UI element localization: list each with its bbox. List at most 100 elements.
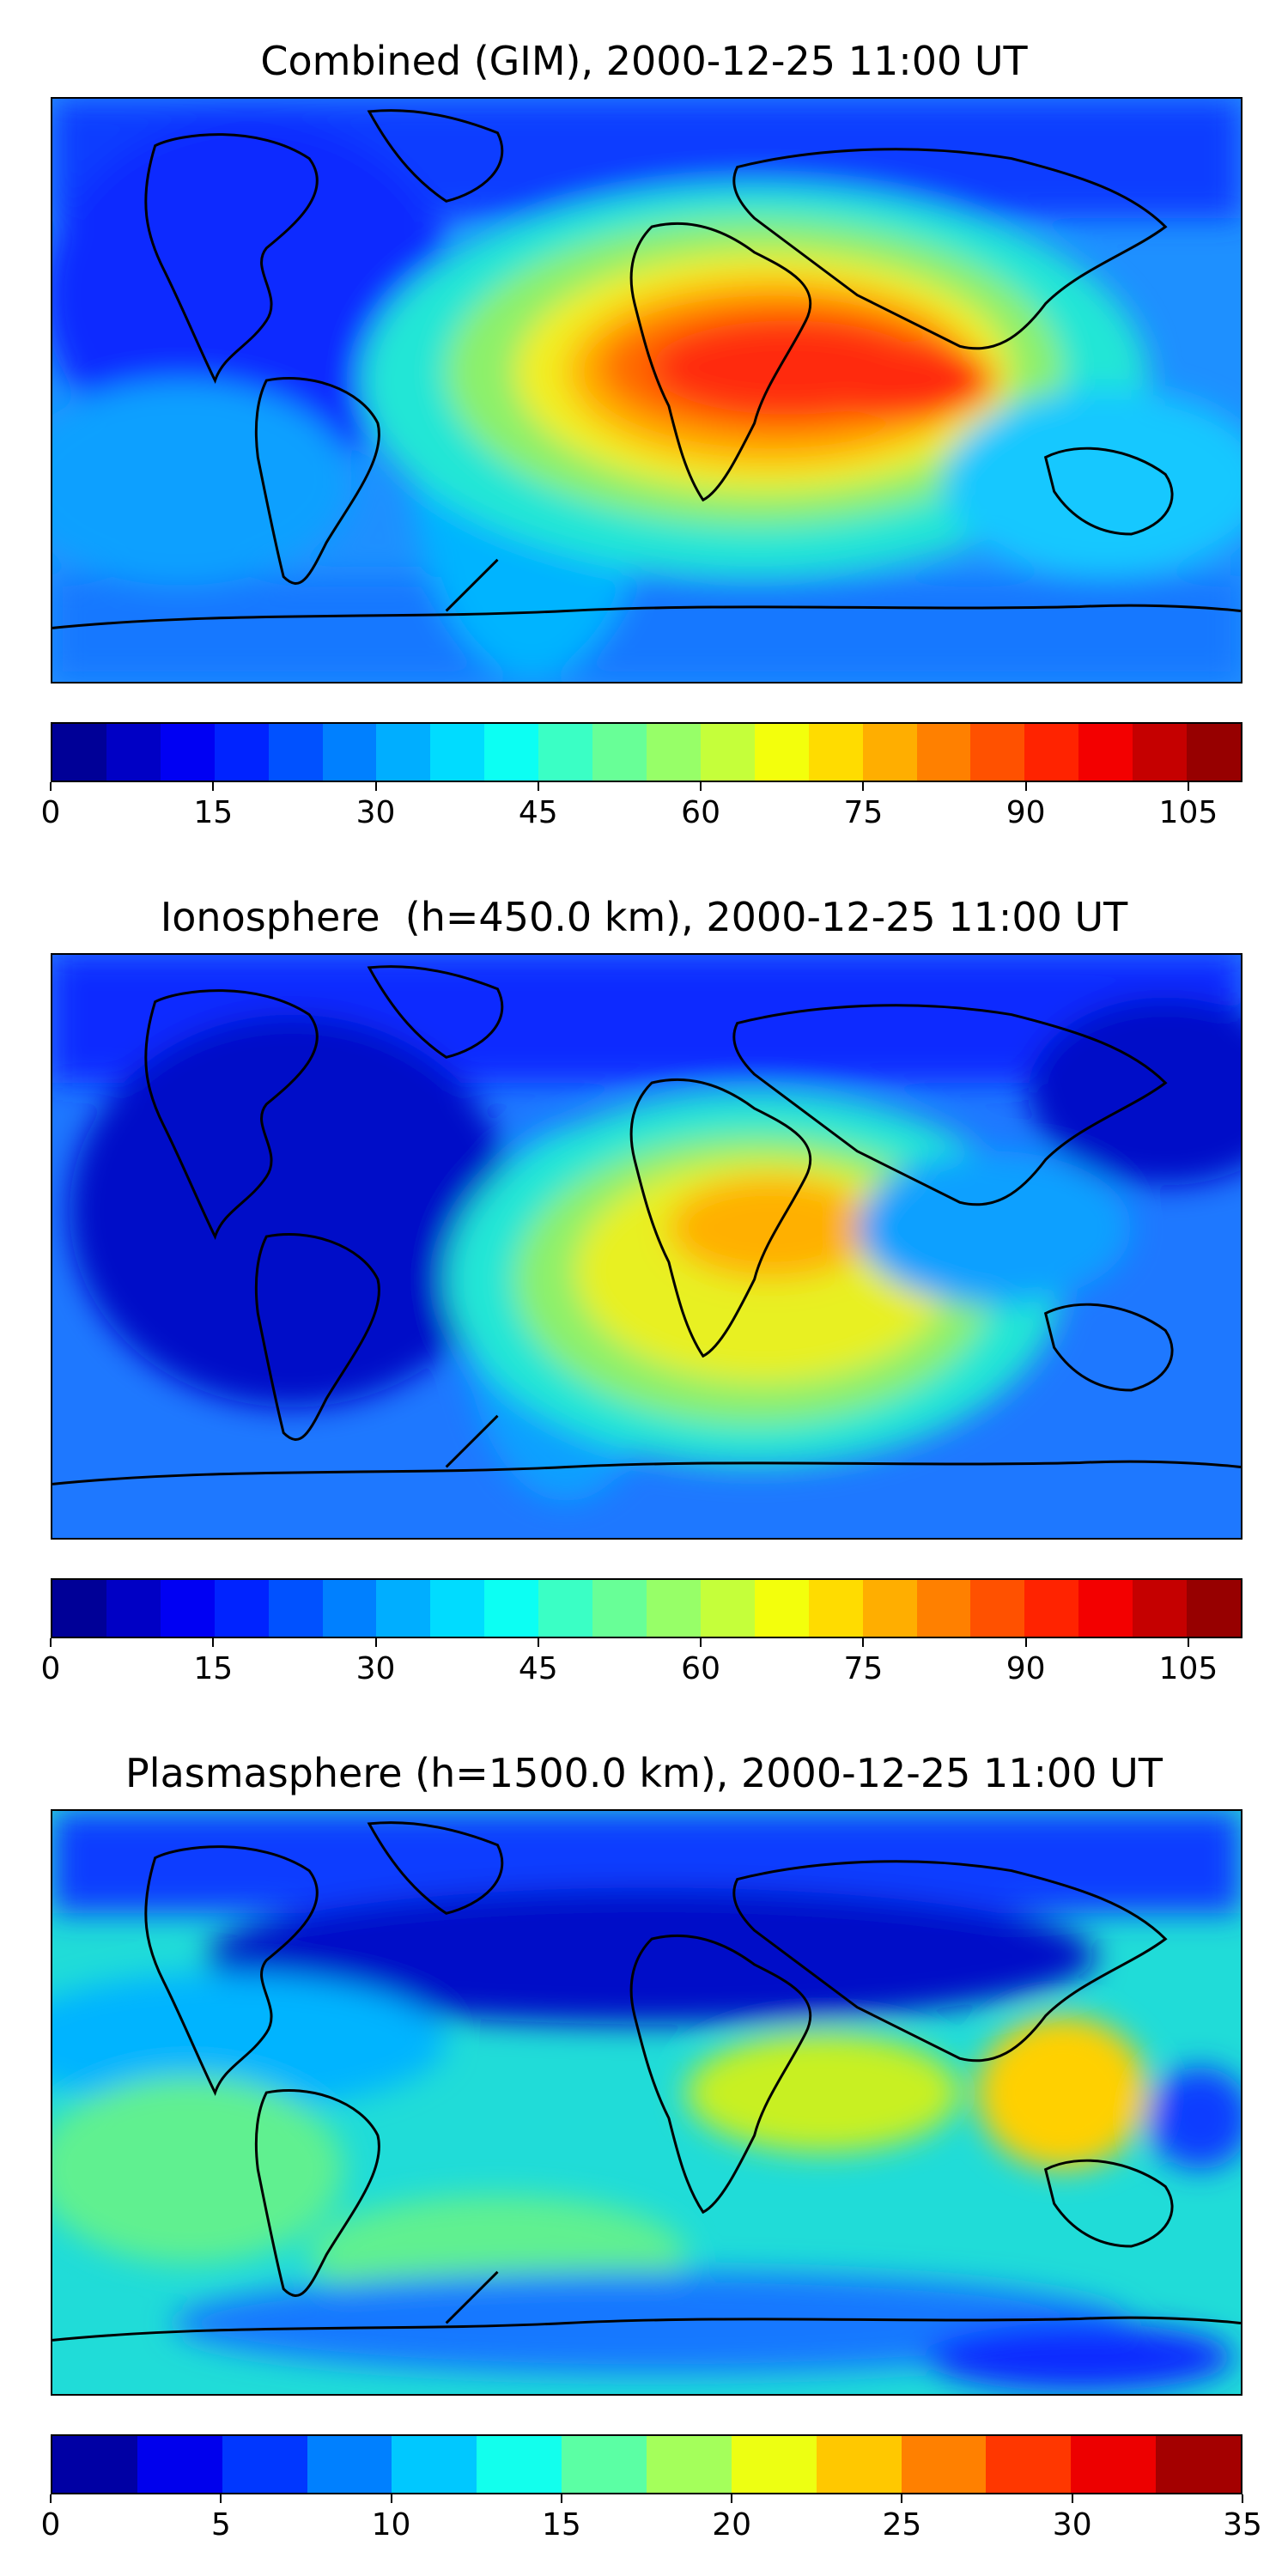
map-svg-plasmasphere xyxy=(52,1811,1241,2394)
colorbar-segment xyxy=(477,2436,562,2493)
colorbar-segment xyxy=(160,1580,215,1637)
coastlines-combined xyxy=(52,109,1241,629)
colorbar-tick xyxy=(1024,1638,1027,1647)
coastlines-ionosphere xyxy=(52,965,1241,1485)
colorbar-segment xyxy=(592,724,647,781)
colorbar-tick-label: 15 xyxy=(541,2507,581,2543)
colorbar-segment xyxy=(901,2436,987,2493)
colorbar-segment xyxy=(1133,724,1188,781)
colorbar-segment xyxy=(484,724,539,781)
colorbar-tick-label: 0 xyxy=(40,1651,61,1686)
colorbar-segment xyxy=(862,724,917,781)
colorbar-tick xyxy=(1187,1638,1189,1647)
colorbar-segment xyxy=(916,724,971,781)
colorbar-tick-label: 30 xyxy=(355,795,396,830)
colorbar-ionosphere xyxy=(51,1578,1242,1638)
colorbar-segment xyxy=(816,2436,902,2493)
colorbar-segment xyxy=(1187,1580,1241,1637)
map-svg-combined xyxy=(52,99,1241,682)
colorbar-tick xyxy=(50,782,52,791)
colorbar-tick xyxy=(1024,782,1027,791)
map-svg-ionosphere xyxy=(52,955,1241,1538)
colorbar-tick-label: 30 xyxy=(1052,2507,1092,2543)
colorbar-combined xyxy=(51,722,1242,782)
panel-title-plasmasphere: Plasmasphere (h=1500.0 km), 2000-12-25 1… xyxy=(125,1750,1163,1796)
colorbar-segment xyxy=(646,724,701,781)
colorbar-segment xyxy=(970,1580,1025,1637)
colorbar-tick-label: 30 xyxy=(355,1651,396,1686)
colorbar-tick xyxy=(212,1638,215,1647)
colorbar-segment xyxy=(986,2436,1072,2493)
colorbar-tick-label: 105 xyxy=(1158,795,1218,830)
colorbar-tick xyxy=(1071,2494,1073,2503)
colorbar-segment xyxy=(1024,1580,1079,1637)
colorbar-tick-label: 60 xyxy=(681,795,720,830)
colorbar-segment xyxy=(970,724,1025,781)
colorbar-segment xyxy=(754,1580,809,1637)
colorbar-segment xyxy=(322,1580,377,1637)
colorbar-tick xyxy=(1187,782,1189,791)
colorbar-tick xyxy=(560,2494,562,2503)
colorbar-segment xyxy=(376,1580,431,1637)
colorbar-segment xyxy=(160,724,215,781)
colorbar-segment xyxy=(322,724,377,781)
colorbar-segment xyxy=(808,1580,863,1637)
colorbar-tick xyxy=(862,782,865,791)
colorbar-tick xyxy=(50,2494,52,2503)
colorbar-segment xyxy=(430,1580,485,1637)
colorbar-segment xyxy=(52,724,106,781)
colorbar-segment xyxy=(700,724,755,781)
colorbar-tick-label: 90 xyxy=(1005,1651,1046,1686)
colorbar-tick-label: 0 xyxy=(40,795,61,830)
colorbar-segment xyxy=(307,2436,392,2493)
map-combined xyxy=(51,97,1242,683)
colorbar-segment xyxy=(214,1580,269,1637)
colorbar-segment xyxy=(754,724,809,781)
colorbar-tick xyxy=(700,1638,702,1647)
colorbar-segment xyxy=(52,2436,137,2493)
colorbar-tick xyxy=(50,1638,52,1647)
colorbar-tick xyxy=(862,1638,865,1647)
colorbar-tick xyxy=(901,2494,903,2503)
colorbar-tick xyxy=(537,782,539,791)
coastlines-plasmasphere xyxy=(52,1821,1241,2342)
colorbar-segment xyxy=(647,2436,732,2493)
colorbar-tick xyxy=(212,782,215,791)
colorbar-segment xyxy=(222,2436,307,2493)
colorbar-tick-label: 60 xyxy=(681,1651,720,1686)
colorbar-segment xyxy=(1071,2436,1157,2493)
colorbar-segment xyxy=(268,1580,323,1637)
colorbar-segment xyxy=(700,1580,755,1637)
colorbar-tick-label: 45 xyxy=(518,1651,558,1686)
colorbar-segment xyxy=(1078,724,1133,781)
colorbar-tick-label: 20 xyxy=(712,2507,752,2543)
map-ionosphere xyxy=(51,953,1242,1540)
colorbar-ticks-ionosphere: 0 15 30 45 60 75 90 105 xyxy=(41,1638,1242,1690)
colorbar-ticks-plasmasphere: 0 5 10 15 20 25 30 35 xyxy=(41,2494,1262,2546)
colorbar-tick-label: 90 xyxy=(1005,795,1046,830)
colorbar-tick xyxy=(374,782,377,791)
colorbar-segment xyxy=(538,724,593,781)
colorbar-tick xyxy=(700,782,702,791)
colorbar-tick-label: 5 xyxy=(210,2507,231,2543)
colorbar-segment xyxy=(392,2436,477,2493)
colorbar-tick xyxy=(374,1638,377,1647)
colorbar-segment xyxy=(106,724,161,781)
panel-title-ionosphere: Ionosphere (h=450.0 km), 2000-12-25 11:0… xyxy=(160,894,1128,940)
colorbar-tick-label: 10 xyxy=(371,2507,411,2543)
panel-title-combined: Combined (GIM), 2000-12-25 11:00 UT xyxy=(260,38,1028,84)
colorbar-segment xyxy=(268,724,323,781)
colorbar-segment xyxy=(484,1580,539,1637)
colorbar-tick-label: 75 xyxy=(843,1651,884,1686)
tec-field-ionosphere xyxy=(52,955,1241,1538)
colorbar-segment xyxy=(538,1580,593,1637)
colorbar-segment xyxy=(430,724,485,781)
colorbar-segment xyxy=(1024,724,1079,781)
colorbar-tick-label: 15 xyxy=(193,1651,234,1686)
colorbar-tick-label: 45 xyxy=(518,795,558,830)
colorbar-tick-label: 15 xyxy=(193,795,234,830)
colorbar-tick-label: 35 xyxy=(1223,2507,1262,2543)
colorbar-tick-label: 105 xyxy=(1158,1651,1218,1686)
colorbar-tick xyxy=(220,2494,222,2503)
colorbar-segment xyxy=(862,1580,917,1637)
